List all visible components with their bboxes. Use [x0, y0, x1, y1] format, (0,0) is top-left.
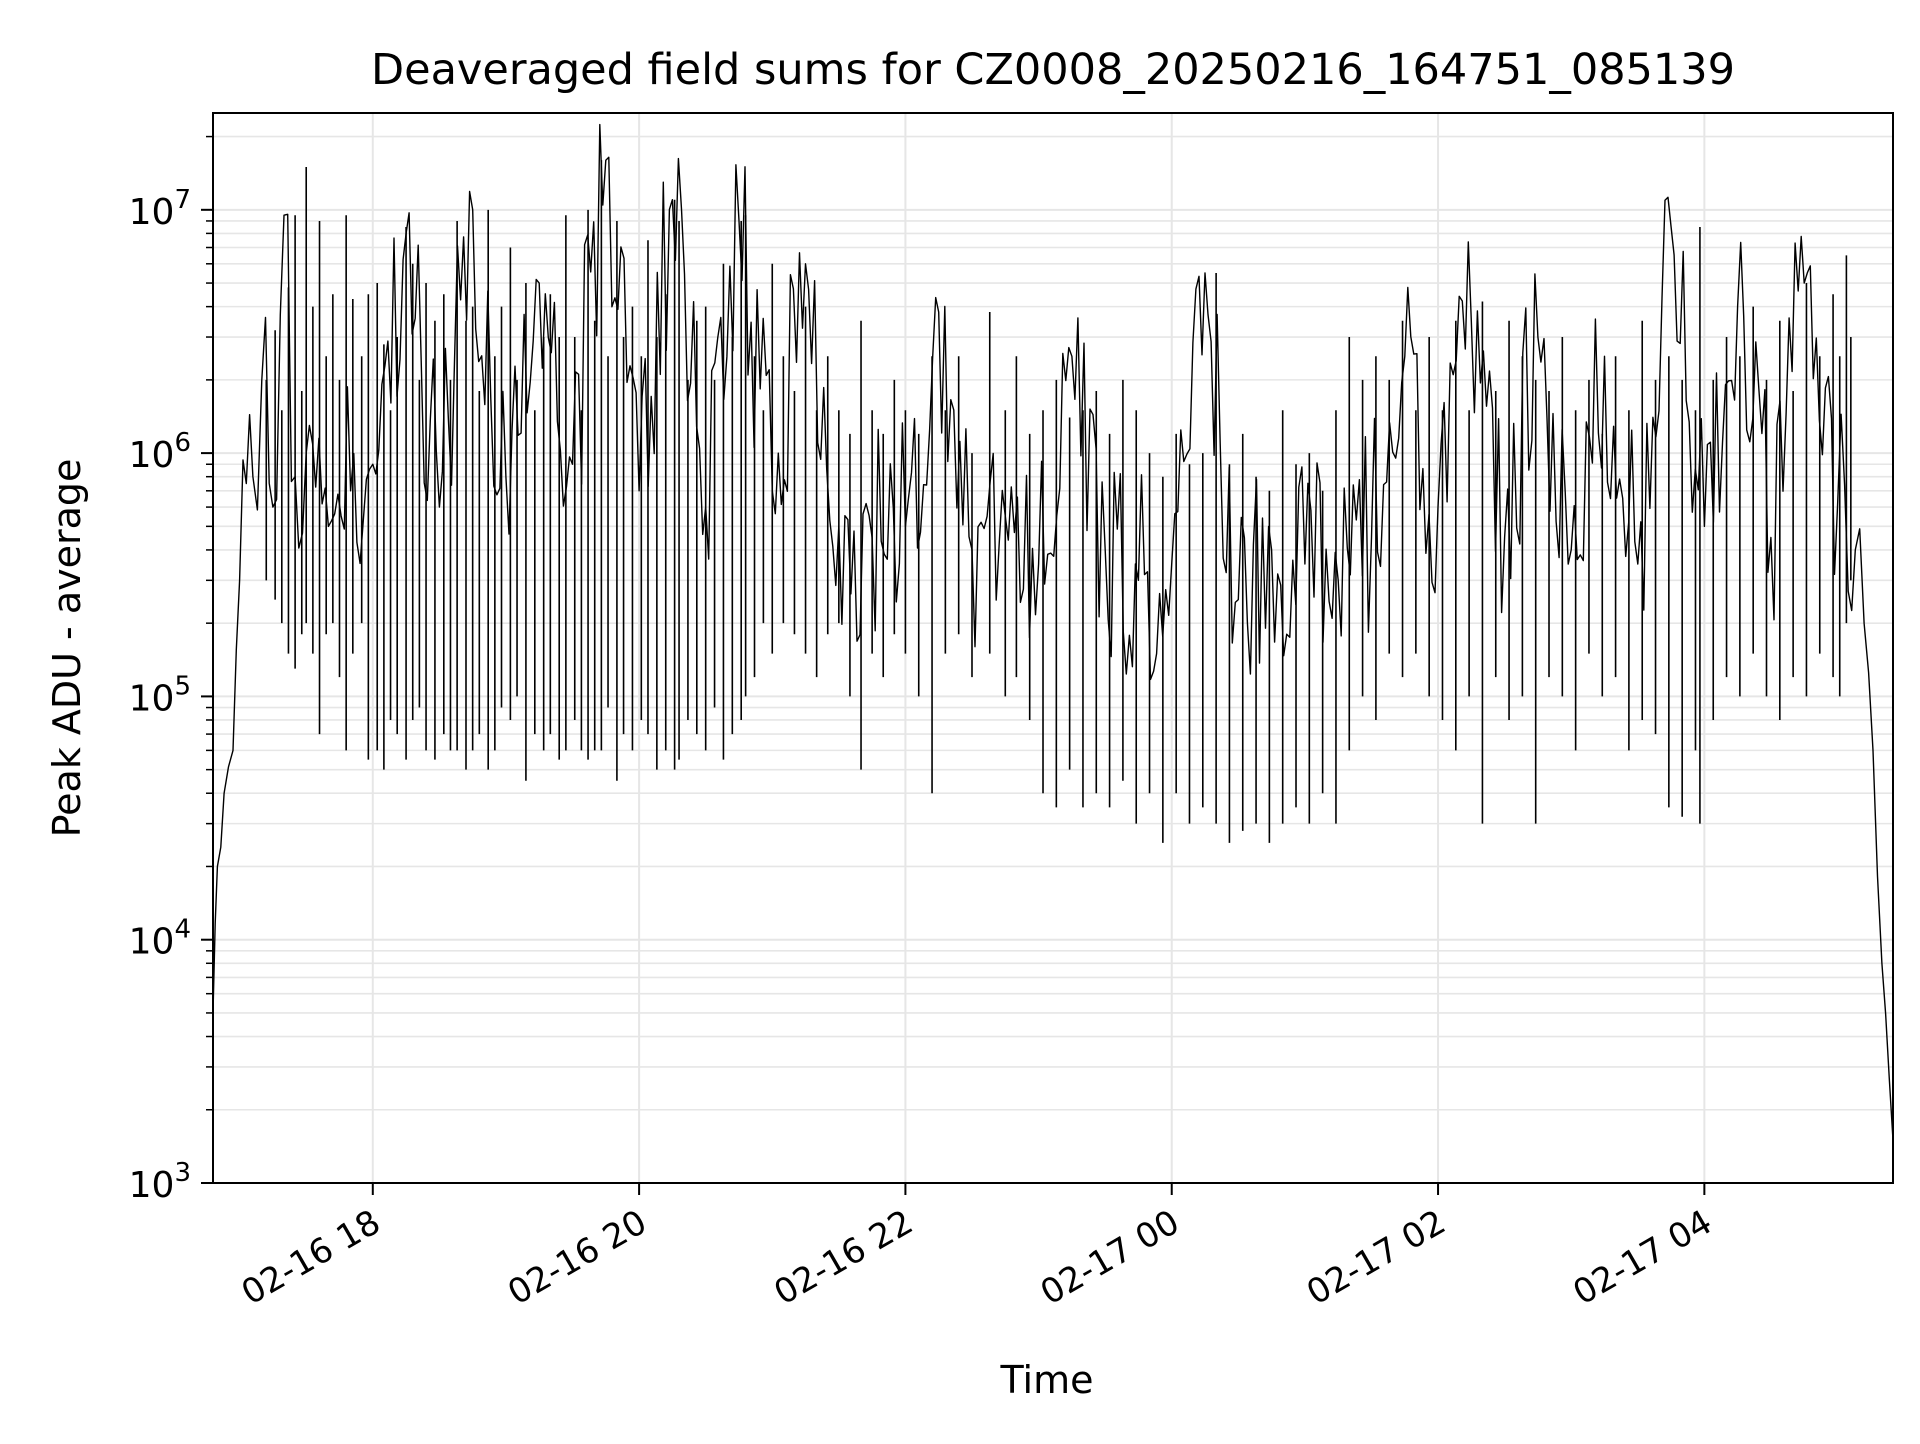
y-tick-label: 107 — [129, 185, 191, 233]
y-tick-label: 106 — [129, 428, 191, 476]
y-tick-label: 104 — [129, 915, 191, 963]
x-tick-label: 02-17 02 — [1300, 1202, 1452, 1313]
axes-frame — [212, 112, 1894, 1184]
chart-title: Deaveraged field sums for CZ0008_2025021… — [371, 45, 1735, 95]
x-tick-label: 02-16 20 — [501, 1202, 653, 1313]
x-axis-label: Time — [1000, 1358, 1094, 1402]
y-tick-label: 103 — [129, 1158, 191, 1206]
x-tick-label: 02-17 00 — [1034, 1202, 1186, 1313]
series-line — [213, 123, 1893, 1141]
x-tick-label: 02-17 04 — [1566, 1202, 1718, 1313]
y-tick-label: 105 — [129, 671, 191, 719]
plot-area — [213, 123, 1893, 1141]
grid — [213, 113, 1893, 1184]
series-group — [213, 123, 1893, 1141]
x-tick-label: 02-16 18 — [235, 1202, 387, 1313]
y-axis-label: Peak ADU - average — [45, 459, 89, 838]
ticks: 02-16 18 02-16 20 02-16 22 02-17 00 02-17 02… — [129, 135, 1719, 1313]
x-tick-label: 02-16 22 — [768, 1202, 920, 1313]
